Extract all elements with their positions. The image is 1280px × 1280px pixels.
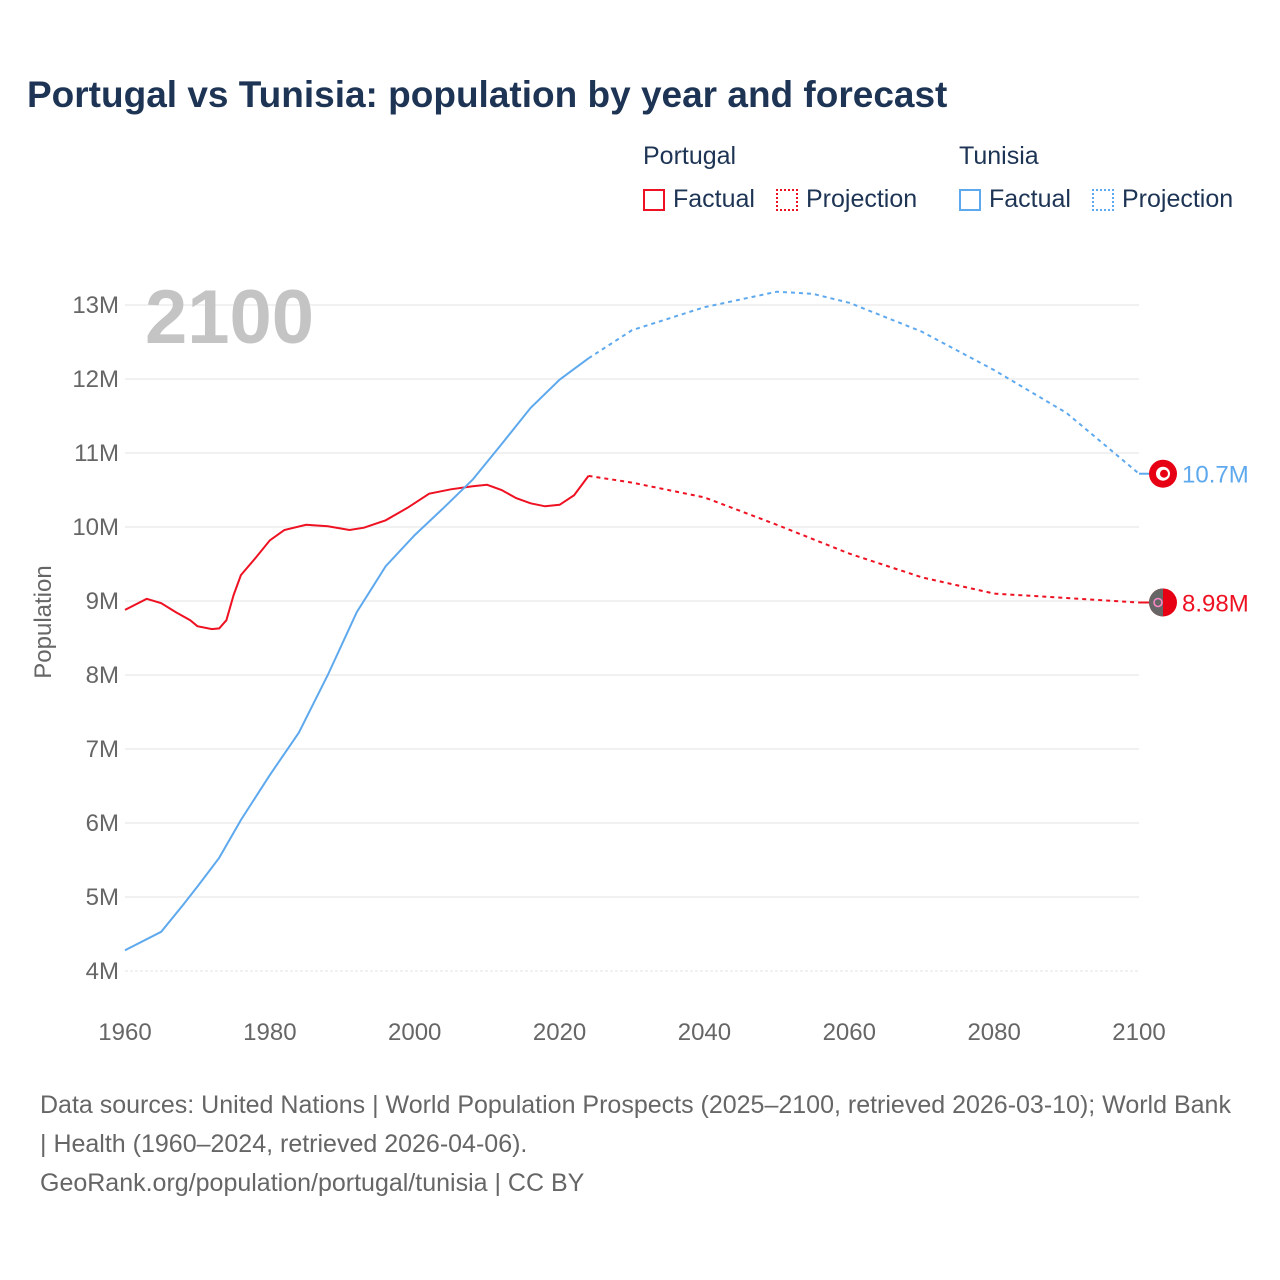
legend-tunisia-projection[interactable]: Projection (1092, 185, 1233, 214)
x-tick-label: 2020 (533, 1019, 586, 1046)
legend-portugal-factual[interactable]: Factual (643, 185, 755, 214)
x-tick-label: 2000 (388, 1019, 441, 1046)
tunisia-projection-line (587, 290, 1140, 475)
legend-label: Projection (806, 185, 918, 213)
legend-swatch-solid (643, 188, 665, 211)
flag-emblem (1153, 597, 1163, 608)
y-tick-label: 8M (86, 662, 119, 689)
legend-tunisia-factual[interactable]: Factual (959, 185, 1071, 214)
legend-group-portugal: Portugal (643, 142, 737, 170)
tunisia-end-label: 10.7M (1182, 462, 1249, 489)
chart-title: Portugal vs Tunisia: population by year … (27, 74, 948, 115)
credit-link[interactable]: GeoRank.org/population/portugal/tunisia … (40, 1169, 585, 1197)
y-tick-label: 10M (72, 514, 119, 541)
y-tick-label: 11M (74, 440, 119, 467)
tunisia-factual-line (124, 357, 590, 952)
legend-swatch-dotted (1092, 188, 1114, 211)
footer: Data sources: United Nations | World Pop… (40, 1086, 1240, 1203)
y-tick-label: 5M (86, 884, 119, 911)
x-tick-label: 2060 (823, 1019, 876, 1046)
y-tick-label: 4M (86, 958, 119, 985)
current-year-label: 2100 (145, 275, 314, 360)
flag-green-half (1149, 588, 1163, 617)
y-tick-label: 12M (72, 366, 119, 393)
y-tick-label: 9M (86, 588, 119, 615)
x-tick-label: 2040 (678, 1019, 731, 1046)
legend-swatch-solid (959, 188, 981, 211)
y-tick-label: 7M (86, 736, 119, 763)
x-tick-label: 2100 (1112, 1019, 1165, 1046)
portugal-end-label: 8.98M (1182, 590, 1249, 617)
legend-portugal-projection[interactable]: Projection (776, 185, 917, 214)
legend-label: Factual (989, 185, 1071, 213)
y-tick-label: 13M (72, 292, 119, 319)
x-tick-label: 1980 (243, 1019, 296, 1046)
legend-swatch-dotted (776, 188, 798, 211)
x-tick-label: 1960 (98, 1019, 151, 1046)
legend-label: Factual (673, 185, 755, 213)
legend-group-tunisia: Tunisia (959, 142, 1039, 170)
portugal-projection-line (588, 474, 1140, 604)
data-sources: Data sources: United Nations | World Pop… (40, 1091, 1231, 1158)
flag-crescent (1160, 469, 1168, 478)
portugal-factual-line (124, 475, 590, 631)
y-tick-label: 6M (86, 810, 119, 837)
y-axis-label: Population (30, 565, 57, 678)
x-tick-label: 2080 (967, 1019, 1020, 1046)
legend-label: Projection (1122, 185, 1234, 213)
